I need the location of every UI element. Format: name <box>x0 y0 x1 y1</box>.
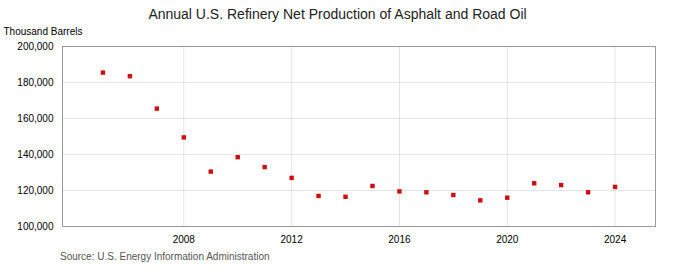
svg-text:2012: 2012 <box>280 234 303 245</box>
svg-text:100,000: 100,000 <box>17 221 54 232</box>
svg-text:2020: 2020 <box>496 234 519 245</box>
svg-text:2024: 2024 <box>604 234 627 245</box>
svg-text:160,000: 160,000 <box>17 113 54 124</box>
svg-text:180,000: 180,000 <box>17 77 54 88</box>
html-text:Source: U.S. Energy Informatio: Source: U.S. Energy Information Administ… <box>60 251 270 262</box>
svg-text:Thousand Barrels: Thousand Barrels <box>4 26 83 37</box>
svg-text:140,000: 140,000 <box>17 149 54 160</box>
svg-text:2016: 2016 <box>388 234 411 245</box>
svg-text:200,000: 200,000 <box>17 41 54 52</box>
svg-text:120,000: 120,000 <box>17 185 54 196</box>
html-text:Annual U.S. Refinery Net Produ: Annual U.S. Refinery Net Production of A… <box>148 6 527 22</box>
svg-text:2008: 2008 <box>173 234 196 245</box>
